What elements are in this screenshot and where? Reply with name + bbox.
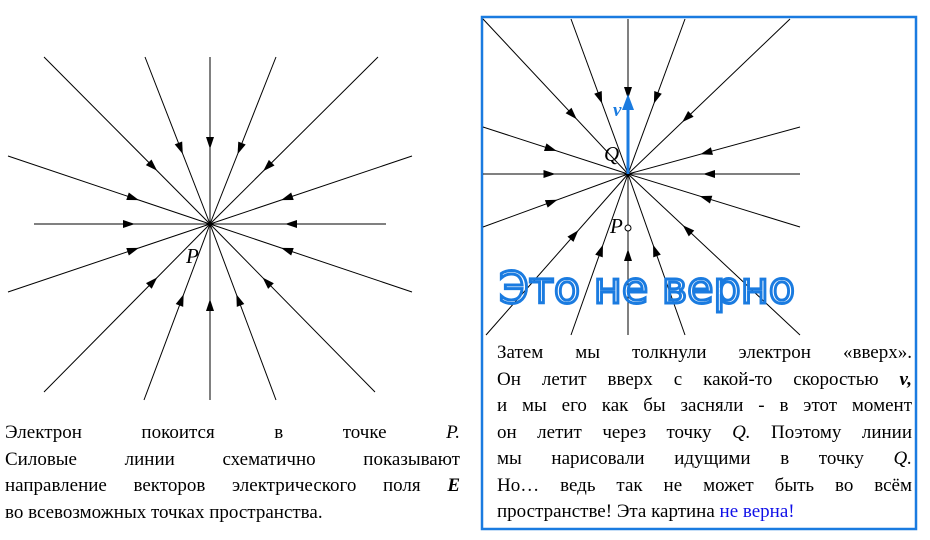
left-field-line (144, 56, 211, 225)
right-field-arrowhead (682, 225, 695, 237)
right-caption-line-5: мы нарисовали идущими в точку Q. (497, 448, 912, 469)
left-caption-line-3: направление векторов электрического поля… (5, 475, 460, 496)
velocity-arrow-head (622, 94, 634, 110)
point-q-label: Q (604, 142, 619, 166)
right-field-line (627, 173, 801, 228)
left-field-line (209, 56, 277, 225)
right-field-arrowhead (594, 90, 603, 104)
left-field-line (209, 56, 379, 225)
left-field-arrowhead (281, 192, 294, 201)
right-field-line (482, 18, 629, 175)
left-field-arrowhead (237, 141, 246, 155)
point-p-label: P (609, 214, 623, 238)
right-field-arrowhead (544, 199, 558, 208)
right-field-arrowhead (624, 249, 632, 261)
left-field-line (43, 56, 211, 225)
right-caption-line-6: Но… ведь так не может быть во всём (497, 474, 912, 496)
right-field-arrowhead (624, 87, 632, 99)
left-field-lines (7, 56, 413, 401)
left-caption-line-2: Силовые линии схематично показывают (5, 448, 460, 470)
left-field-arrowhead (206, 299, 214, 311)
right-caption-line-7: пространстве! Эта картина не верна! (497, 501, 795, 522)
right-caption-line-3: и мы его как бы засняли - в этот момент (497, 395, 912, 416)
right-panel-frame (480, 15, 918, 531)
left-field-arrowhead (263, 159, 275, 172)
right-field-lines (482, 18, 801, 336)
left-caption: Электрон покоится в точке P. Силовые лин… (5, 420, 460, 526)
left-field-arrowhead (285, 220, 297, 228)
wrong-stamp: Это не верно (499, 263, 795, 314)
right-field-arrowhead (700, 147, 713, 155)
left-field-line (209, 223, 376, 393)
right-field-arrowhead (699, 195, 713, 204)
right-field-line (627, 126, 801, 175)
left-field-arrowhead (236, 294, 245, 307)
right-caption-line-4: он летит через точку Q. Поэтому линии (497, 421, 913, 443)
left-field-line (209, 155, 413, 225)
left-field-line (209, 223, 413, 293)
left-field-arrowhead (262, 277, 274, 289)
left-field-line (7, 223, 211, 293)
left-field-arrowhead (175, 294, 184, 307)
right-field-arrowhead (653, 244, 661, 258)
point-p-marker (624, 224, 632, 232)
velocity-label: v (613, 100, 622, 121)
left-caption-line-1: Электрон покоится в точке P. (5, 422, 461, 443)
left-field-line (43, 223, 211, 393)
left-field-arrowhead (174, 141, 183, 155)
right-field-line (627, 18, 791, 175)
right-field-arrowhead (567, 230, 579, 242)
left-field-arrowhead (146, 277, 158, 289)
left-field-arrowhead (126, 192, 139, 201)
left-field-arrowhead (126, 247, 139, 256)
right-field-arrowhead (653, 90, 662, 104)
left-caption-line-4: во всевозможных точках пространства. (5, 501, 323, 523)
right-field-arrowhead (703, 170, 715, 178)
right-field-arrowhead (682, 110, 694, 123)
left-field-line (7, 155, 211, 225)
left-field-arrowhead (123, 220, 135, 228)
left-field-line (143, 223, 211, 401)
right-field-arrowhead (543, 170, 556, 178)
left-field-arrowhead (145, 159, 158, 171)
right-field-line (627, 173, 801, 336)
right-caption-line-2: Он летит вверх с какой-то скоростью v, (497, 368, 913, 390)
left-field-line (209, 223, 277, 401)
right-field-arrowhead (595, 244, 603, 258)
right-field-arrowhead (544, 143, 557, 151)
right-caption-line-1: Затем мы толкнули электрон «вверх». (497, 342, 912, 363)
left-field-arrowhead (281, 247, 294, 256)
left-point-p-label: P (185, 244, 199, 268)
right-caption: Затем мы толкнули электрон «вверх». Он л… (497, 340, 912, 526)
right-field-arrowhead (565, 107, 577, 120)
right-field-line (485, 173, 629, 336)
left-field-arrowhead (206, 137, 214, 149)
